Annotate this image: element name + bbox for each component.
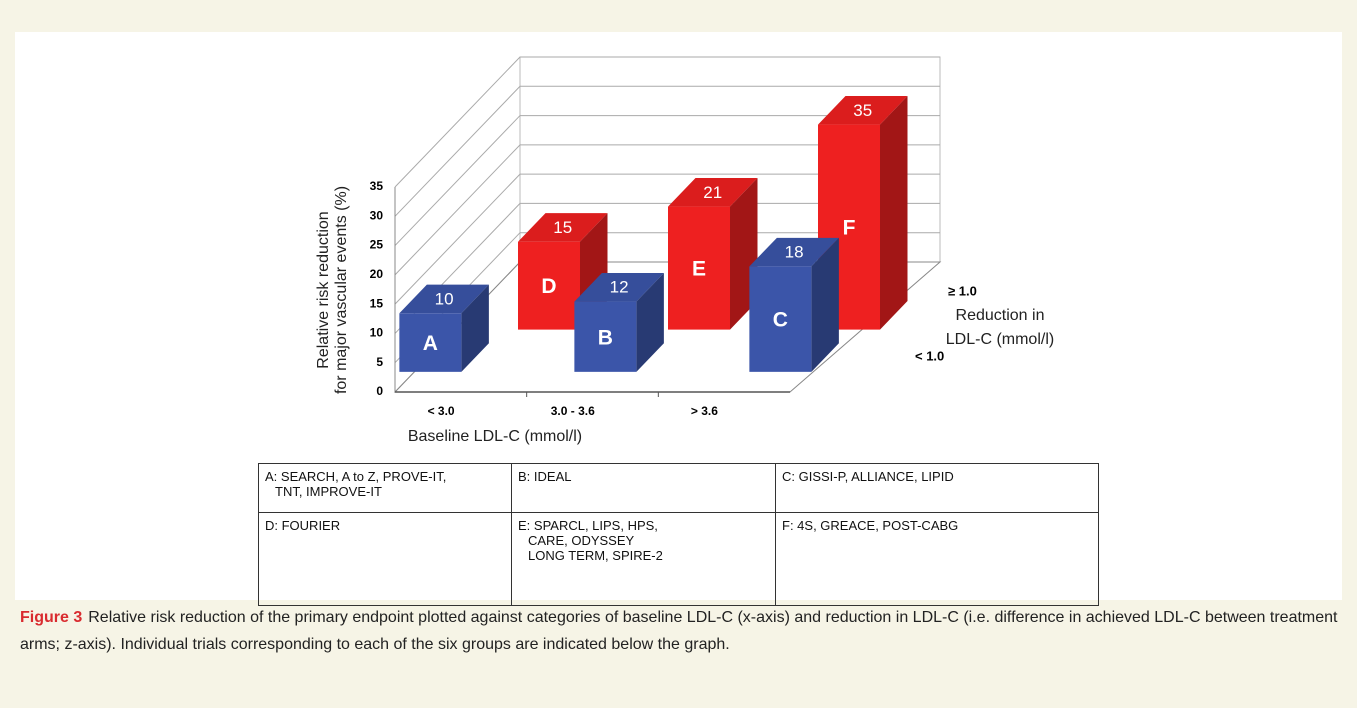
caption-label: Figure 3 [20, 609, 83, 626]
table-cell: C: GISSI-P, ALLIANCE, LIPID [775, 463, 1099, 513]
table-row: A: SEARCH, A to Z, PROVE-IT, TNT, IMPROVE… [258, 463, 1099, 513]
bar-top [518, 213, 608, 242]
cell-line: LONG TERM, SPIRE-2 [518, 548, 769, 563]
grid-line [394, 173, 940, 305]
bar-letter: C [773, 309, 788, 332]
table-row: D: FOURIER E: SPARCL, LIPS, HPS, CARE, ODY… [258, 512, 1099, 606]
cell-line: CARE, ODYSSEY [518, 533, 769, 548]
cell-text: : IDEAL [526, 469, 572, 484]
z-axis-title: LDL-C (mmol/l) [946, 331, 1054, 348]
cell-text: CARE, ODYSSEY [528, 533, 635, 548]
cell-text: LONG TERM, SPIRE-2 [528, 548, 663, 563]
group-key: A [265, 469, 274, 484]
cell-line: F: 4S, GREACE, POST-CABG [782, 518, 1092, 533]
cell-line: B: IDEAL [518, 469, 769, 484]
bar-side [461, 284, 489, 372]
bar-letter: D [541, 275, 556, 298]
x-axis-title: Baseline LDL-C (mmol/l) [408, 428, 582, 445]
trial-table: A: SEARCH, A to Z, PROVE-IT, TNT, IMPROVE… [258, 463, 1099, 606]
data-label: 18 [785, 243, 804, 262]
bar [749, 266, 812, 372]
caption: Figure 3 Relative risk reduction of the p… [20, 604, 1340, 658]
y-tick-label: 20 [370, 267, 384, 281]
data-label: 35 [853, 101, 872, 120]
group-key: C [782, 469, 792, 484]
cell-text: TNT, IMPROVE-IT [275, 484, 382, 499]
cell-line: TNT, IMPROVE-IT [265, 484, 505, 499]
bar [518, 241, 580, 330]
table-cell: A: SEARCH, A to Z, PROVE-IT, TNT, IMPROVE… [258, 463, 512, 513]
cell-line: C: GISSI-P, ALLIANCE, LIPID [782, 469, 1092, 484]
y-axis-title: for major vascular events (%) [333, 186, 350, 394]
y-axis-title: Relative risk reduction [315, 211, 332, 368]
cell-text: : SEARCH, A to Z, PROVE-IT, [273, 469, 447, 484]
y-tick-label: 35 [370, 179, 384, 193]
cell-text: : FOURIER [274, 518, 341, 533]
bar-side [636, 272, 664, 372]
data-label: 10 [435, 289, 454, 308]
cell-line: E: SPARCL, LIPS, HPS, [518, 518, 769, 533]
y-tick-label: 5 [376, 355, 383, 369]
z-axis-title: Reduction in [956, 307, 1045, 324]
group-key: E [518, 518, 527, 533]
group-key: B [518, 469, 527, 484]
y-tick-label: 15 [370, 296, 384, 310]
bar-top [818, 96, 908, 125]
bar-side [880, 96, 908, 330]
bar-top [574, 272, 664, 302]
bar-top [749, 237, 839, 267]
cell-text: : 4S, GREACE, POST-CABG [789, 518, 959, 533]
cell-line: D: FOURIER [265, 518, 505, 533]
cell-text: : GISSI-P, ALLIANCE, LIPID [791, 469, 954, 484]
x-tick-label: > 3.6 [691, 404, 718, 418]
bar [399, 313, 462, 372]
data-label: 15 [553, 218, 572, 237]
table-cell: F: 4S, GREACE, POST-CABG [775, 512, 1099, 606]
x-tick-label: 3.0 - 3.6 [551, 404, 595, 418]
group-key: D [265, 518, 275, 533]
group-key: F [782, 518, 790, 533]
bar-letter: A [423, 332, 438, 355]
bar-letter: E [692, 258, 706, 281]
y-tick-label: 10 [370, 326, 384, 340]
y-tick-label: 25 [370, 238, 384, 252]
cell-line: A: SEARCH, A to Z, PROVE-IT, [265, 469, 505, 484]
y-tick-label: 0 [376, 384, 383, 398]
bar [668, 206, 730, 330]
caption-text: Relative risk reduction of the primary e… [20, 609, 1338, 653]
y-tick-label: 30 [370, 208, 384, 222]
chart: 0 5 10 15 20 25 30 35 Relative risk reduction for… [315, 56, 1054, 445]
data-label: 21 [703, 183, 722, 202]
bar-top [399, 284, 489, 314]
z-tick-label: ≥ 1.0 [948, 283, 977, 298]
bar-top [668, 178, 758, 207]
table-cell: E: SPARCL, LIPS, HPS, CARE, ODYSSEY LONG T… [511, 512, 776, 606]
z-tick-label: < 1.0 [915, 348, 944, 363]
grid-line [394, 56, 940, 188]
cell-text: : SPARCL, LIPS, HPS, [526, 518, 658, 533]
bar-letter: B [598, 326, 613, 349]
bar-side [811, 237, 839, 372]
grid-line [394, 115, 940, 246]
data-label: 12 [610, 278, 629, 297]
bar [574, 301, 637, 372]
bar-letter: F [843, 217, 856, 240]
grid-line [394, 85, 940, 217]
grid-line [394, 144, 940, 276]
table-cell: D: FOURIER [258, 512, 512, 606]
x-tick-label: < 3.0 [428, 404, 455, 418]
table-cell: B: IDEAL [511, 463, 776, 513]
